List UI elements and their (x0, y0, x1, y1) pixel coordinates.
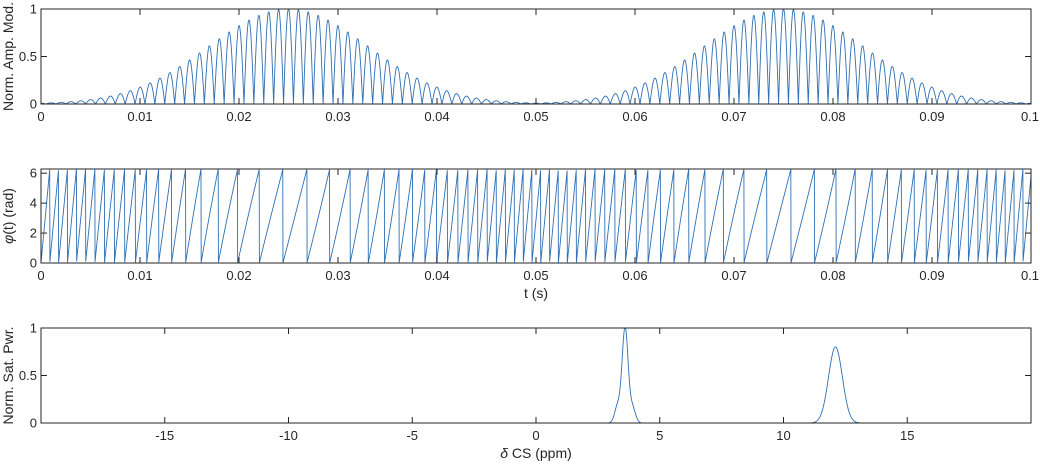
axes-box (40, 8, 1032, 105)
y-tick-label: 2 (30, 226, 37, 241)
y-axis-label: Norm. Sat. Pwr. (0, 326, 16, 424)
y-tick-label: 0.5 (19, 49, 37, 64)
y-tick-label: 0 (30, 97, 37, 112)
phase-panel: 0 0.01 0.02 0.03 0.04 0.05 0.06 0.07 0.08 0.09 0.1… (0, 166, 1039, 301)
x-tick-label: 0.04 (424, 268, 449, 283)
x-tick-label: 0.07 (721, 109, 746, 124)
x-tick-label: 0.08 (820, 268, 845, 283)
x-axis-label: t (s) (524, 285, 548, 301)
axes-box (40, 327, 1032, 424)
x-tick-label: 0.01 (127, 109, 152, 124)
x-tick-label: 0.07 (721, 268, 746, 283)
y-axis-label: Norm. Amp. Mod. (0, 2, 16, 111)
saturation-power-panel: -15 -10 -5 0 5 10 15 0 0.5 1 Norm. Sat. Pwr. δ CS (… (0, 321, 1032, 461)
x-axis-label: δ CS (ppm) (500, 445, 572, 461)
series-line (41, 9, 1031, 104)
x-tick-label: 0.02 (226, 268, 251, 283)
x-tick-label: 0.04 (424, 109, 449, 124)
x-tick-label: 0.06 (622, 268, 647, 283)
x-tick-label: 0.1 (1021, 109, 1039, 124)
x-tick-label: 0 (532, 428, 539, 443)
y-tick-label: 1 (30, 2, 37, 17)
x-tick-label: 0.06 (622, 109, 647, 124)
x-tick-label: 15 (900, 428, 914, 443)
x-tick-label: -10 (279, 428, 298, 443)
y-tick-label: 0 (30, 416, 37, 431)
y-tick-label: 1 (30, 321, 37, 336)
x-tick-label: 0.03 (325, 268, 350, 283)
series-line (41, 169, 1031, 263)
x-tick-label: 0.09 (919, 109, 944, 124)
x-tick-label: 0.08 (820, 109, 845, 124)
x-tick-label: 0.03 (325, 109, 350, 124)
y-tick-label: 4 (30, 196, 37, 211)
x-tick-label: 0.05 (523, 109, 548, 124)
x-tick-label: 0.1 (1021, 268, 1039, 283)
x-tick-label: -15 (155, 428, 174, 443)
x-tick-label: -5 (406, 428, 418, 443)
x-tick-label: 0 (37, 268, 44, 283)
x-tick-label: 0.05 (523, 268, 548, 283)
x-tick-label: 0 (37, 109, 44, 124)
x-tick-label: 0.09 (919, 268, 944, 283)
y-tick-label: 6 (30, 166, 37, 181)
x-tick-label: 0.01 (127, 268, 152, 283)
y-tick-label: 0 (30, 256, 37, 271)
series-line (41, 328, 1031, 423)
x-tick-label: 0.02 (226, 109, 251, 124)
y-axis-label: φ(t) (rad) (0, 188, 16, 244)
amplitude-modulation-panel: 0 0.01 0.02 0.03 0.04 0.05 0.06 0.07 0.08 0.09 0.1… (0, 2, 1039, 125)
x-tick-label: 5 (656, 428, 663, 443)
y-tick-label: 0.5 (19, 368, 37, 383)
x-tick-label: 10 (776, 428, 790, 443)
